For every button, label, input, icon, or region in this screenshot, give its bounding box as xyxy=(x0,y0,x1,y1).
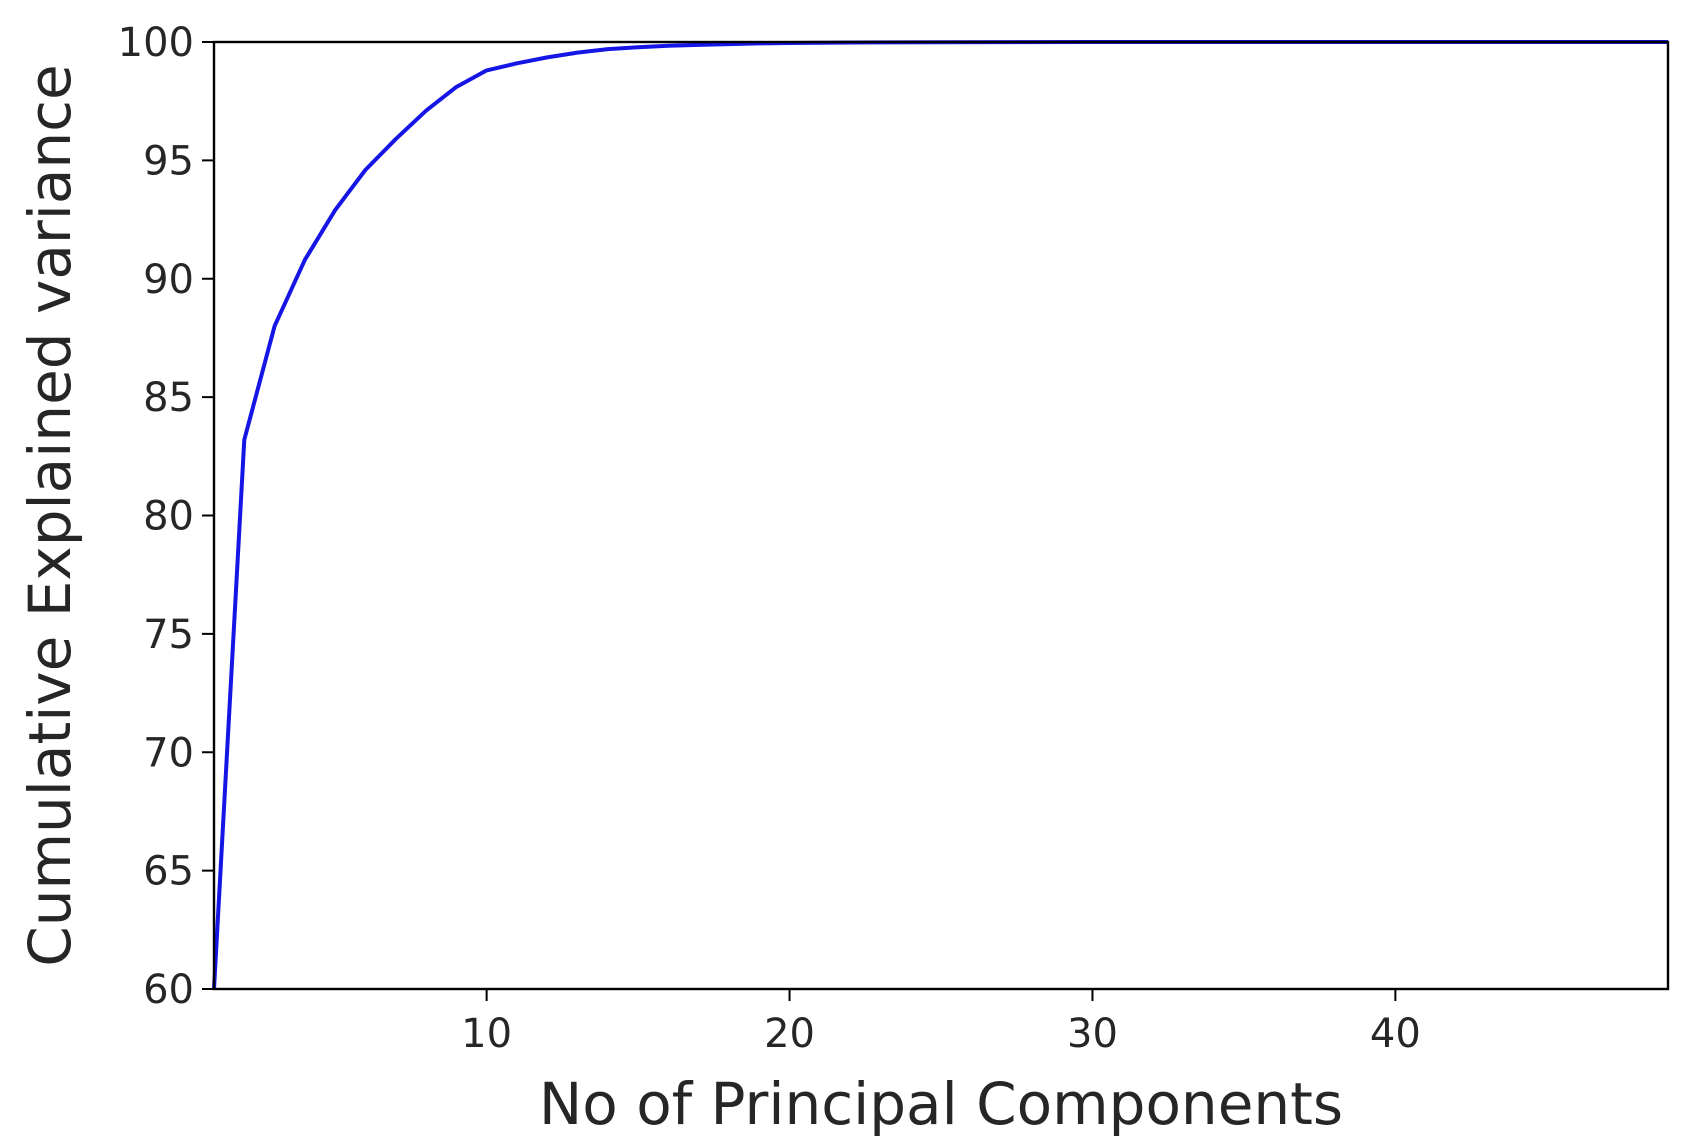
y-tick-label: 100 xyxy=(118,20,194,66)
y-axis-ticks: 60 65 70 75 80 85 90 95 100 xyxy=(118,20,214,1013)
y-tick-label: 60 xyxy=(143,967,194,1013)
x-axis-label: No of Principal Components xyxy=(539,1070,1343,1138)
y-tick-label: 70 xyxy=(143,730,194,776)
axes-frame xyxy=(212,40,1670,991)
y-tick-label: 95 xyxy=(143,138,194,184)
series-line-0 xyxy=(212,40,1668,990)
x-axis-ticks: 10 20 30 40 xyxy=(461,989,1421,1057)
y-tick-label: 75 xyxy=(143,612,194,658)
x-tick-label: 40 xyxy=(1370,1011,1421,1057)
x-tick-label: 20 xyxy=(764,1011,815,1057)
plot-area xyxy=(212,40,1670,991)
y-axis-label: Cumulative Explained variance xyxy=(16,64,84,966)
x-tick-label: 10 xyxy=(461,1011,512,1057)
y-tick-label: 65 xyxy=(143,849,194,895)
y-tick-label: 90 xyxy=(143,257,194,303)
y-tick-label: 80 xyxy=(143,494,194,540)
y-tick-label: 85 xyxy=(143,375,194,421)
x-tick-label: 30 xyxy=(1067,1011,1118,1057)
